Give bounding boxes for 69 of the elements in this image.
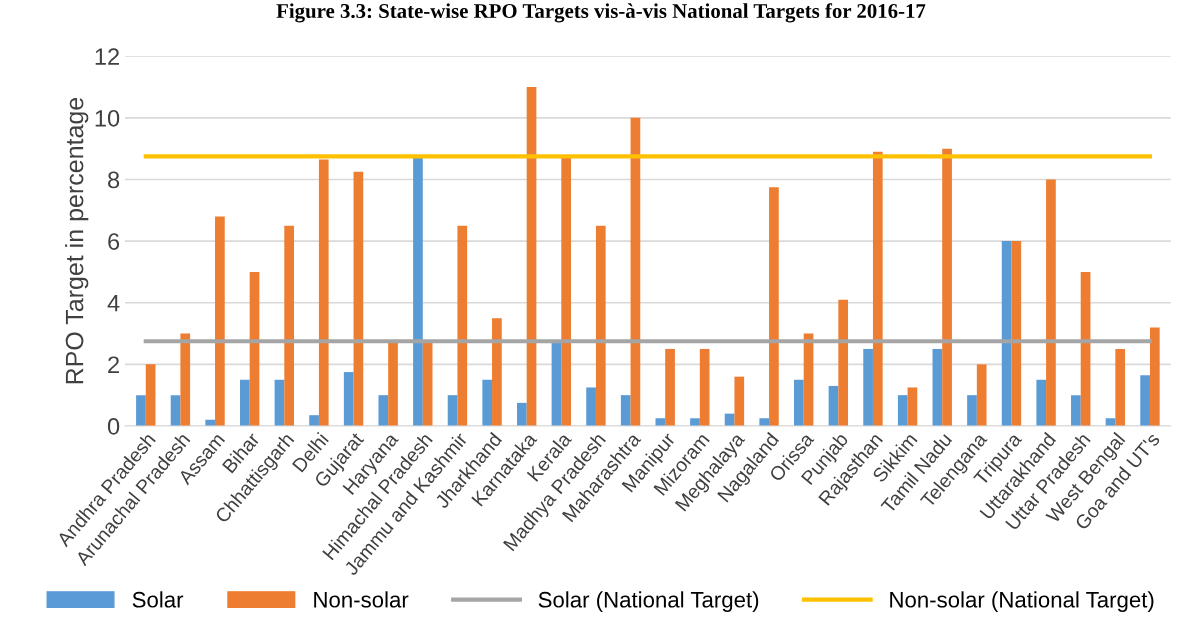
bar <box>734 376 745 426</box>
bar <box>353 171 364 426</box>
bar <box>967 395 977 426</box>
bar <box>595 225 606 426</box>
bar <box>1036 379 1047 426</box>
bar <box>343 372 354 426</box>
bar <box>976 364 987 426</box>
bar <box>907 387 918 426</box>
y-tick-label: 4 <box>107 295 120 312</box>
bar <box>942 148 952 426</box>
bar <box>1115 348 1126 426</box>
y-tick-label: 8 <box>108 171 120 189</box>
y-tick-label: 10 <box>95 109 120 127</box>
bar <box>492 318 502 426</box>
chart-title: Figure 3.3: State-wise RPO Targets vis-à-vis National Targets for 2016-17 <box>276 3 926 23</box>
legend-label: Non-solar <box>314 591 409 608</box>
bar <box>422 341 433 426</box>
bar <box>620 395 631 426</box>
legend-label: Solar <box>132 591 184 608</box>
bar <box>551 341 562 426</box>
bar <box>239 379 250 426</box>
bar <box>690 418 700 426</box>
bar <box>447 395 458 426</box>
bar <box>388 341 398 426</box>
y-tick-label: 12 <box>95 48 119 65</box>
bar <box>284 225 294 426</box>
bar <box>932 348 943 426</box>
bar <box>413 156 423 426</box>
bar <box>586 387 596 426</box>
bar <box>170 395 181 426</box>
bar <box>794 379 804 426</box>
bar <box>145 364 156 426</box>
bar <box>378 395 389 426</box>
bar <box>1071 395 1081 426</box>
bar <box>665 348 675 426</box>
y-axis-title: RPO Target in percentage <box>65 97 89 384</box>
bar <box>1046 179 1056 426</box>
bar <box>630 117 641 426</box>
bar <box>769 187 779 426</box>
bar <box>863 348 873 426</box>
bar <box>838 299 849 426</box>
bar <box>759 418 770 426</box>
legend-label: Non-solar (National Target) <box>890 591 1154 612</box>
bar <box>655 418 666 426</box>
legend-label: Solar (National Target) <box>538 591 759 612</box>
bar <box>526 87 537 426</box>
bar <box>897 395 908 426</box>
bar <box>318 159 329 426</box>
bar <box>274 379 285 426</box>
bar <box>309 415 319 426</box>
bar <box>457 225 468 426</box>
bar <box>249 271 260 426</box>
bar <box>699 348 710 426</box>
bar <box>1080 271 1091 426</box>
y-tick-label: 0 <box>107 418 120 435</box>
bar <box>180 333 191 426</box>
bar <box>1011 241 1022 426</box>
bar <box>136 395 146 426</box>
bar <box>1149 327 1160 426</box>
bar <box>516 402 527 426</box>
bar <box>215 216 225 426</box>
y-tick-label: 2 <box>108 356 119 373</box>
bar <box>828 385 839 426</box>
bar <box>482 379 493 426</box>
bar <box>1140 375 1150 426</box>
bar <box>561 156 572 426</box>
bar <box>1001 241 1012 426</box>
bar <box>872 151 883 426</box>
y-tick-label: 6 <box>108 233 120 250</box>
